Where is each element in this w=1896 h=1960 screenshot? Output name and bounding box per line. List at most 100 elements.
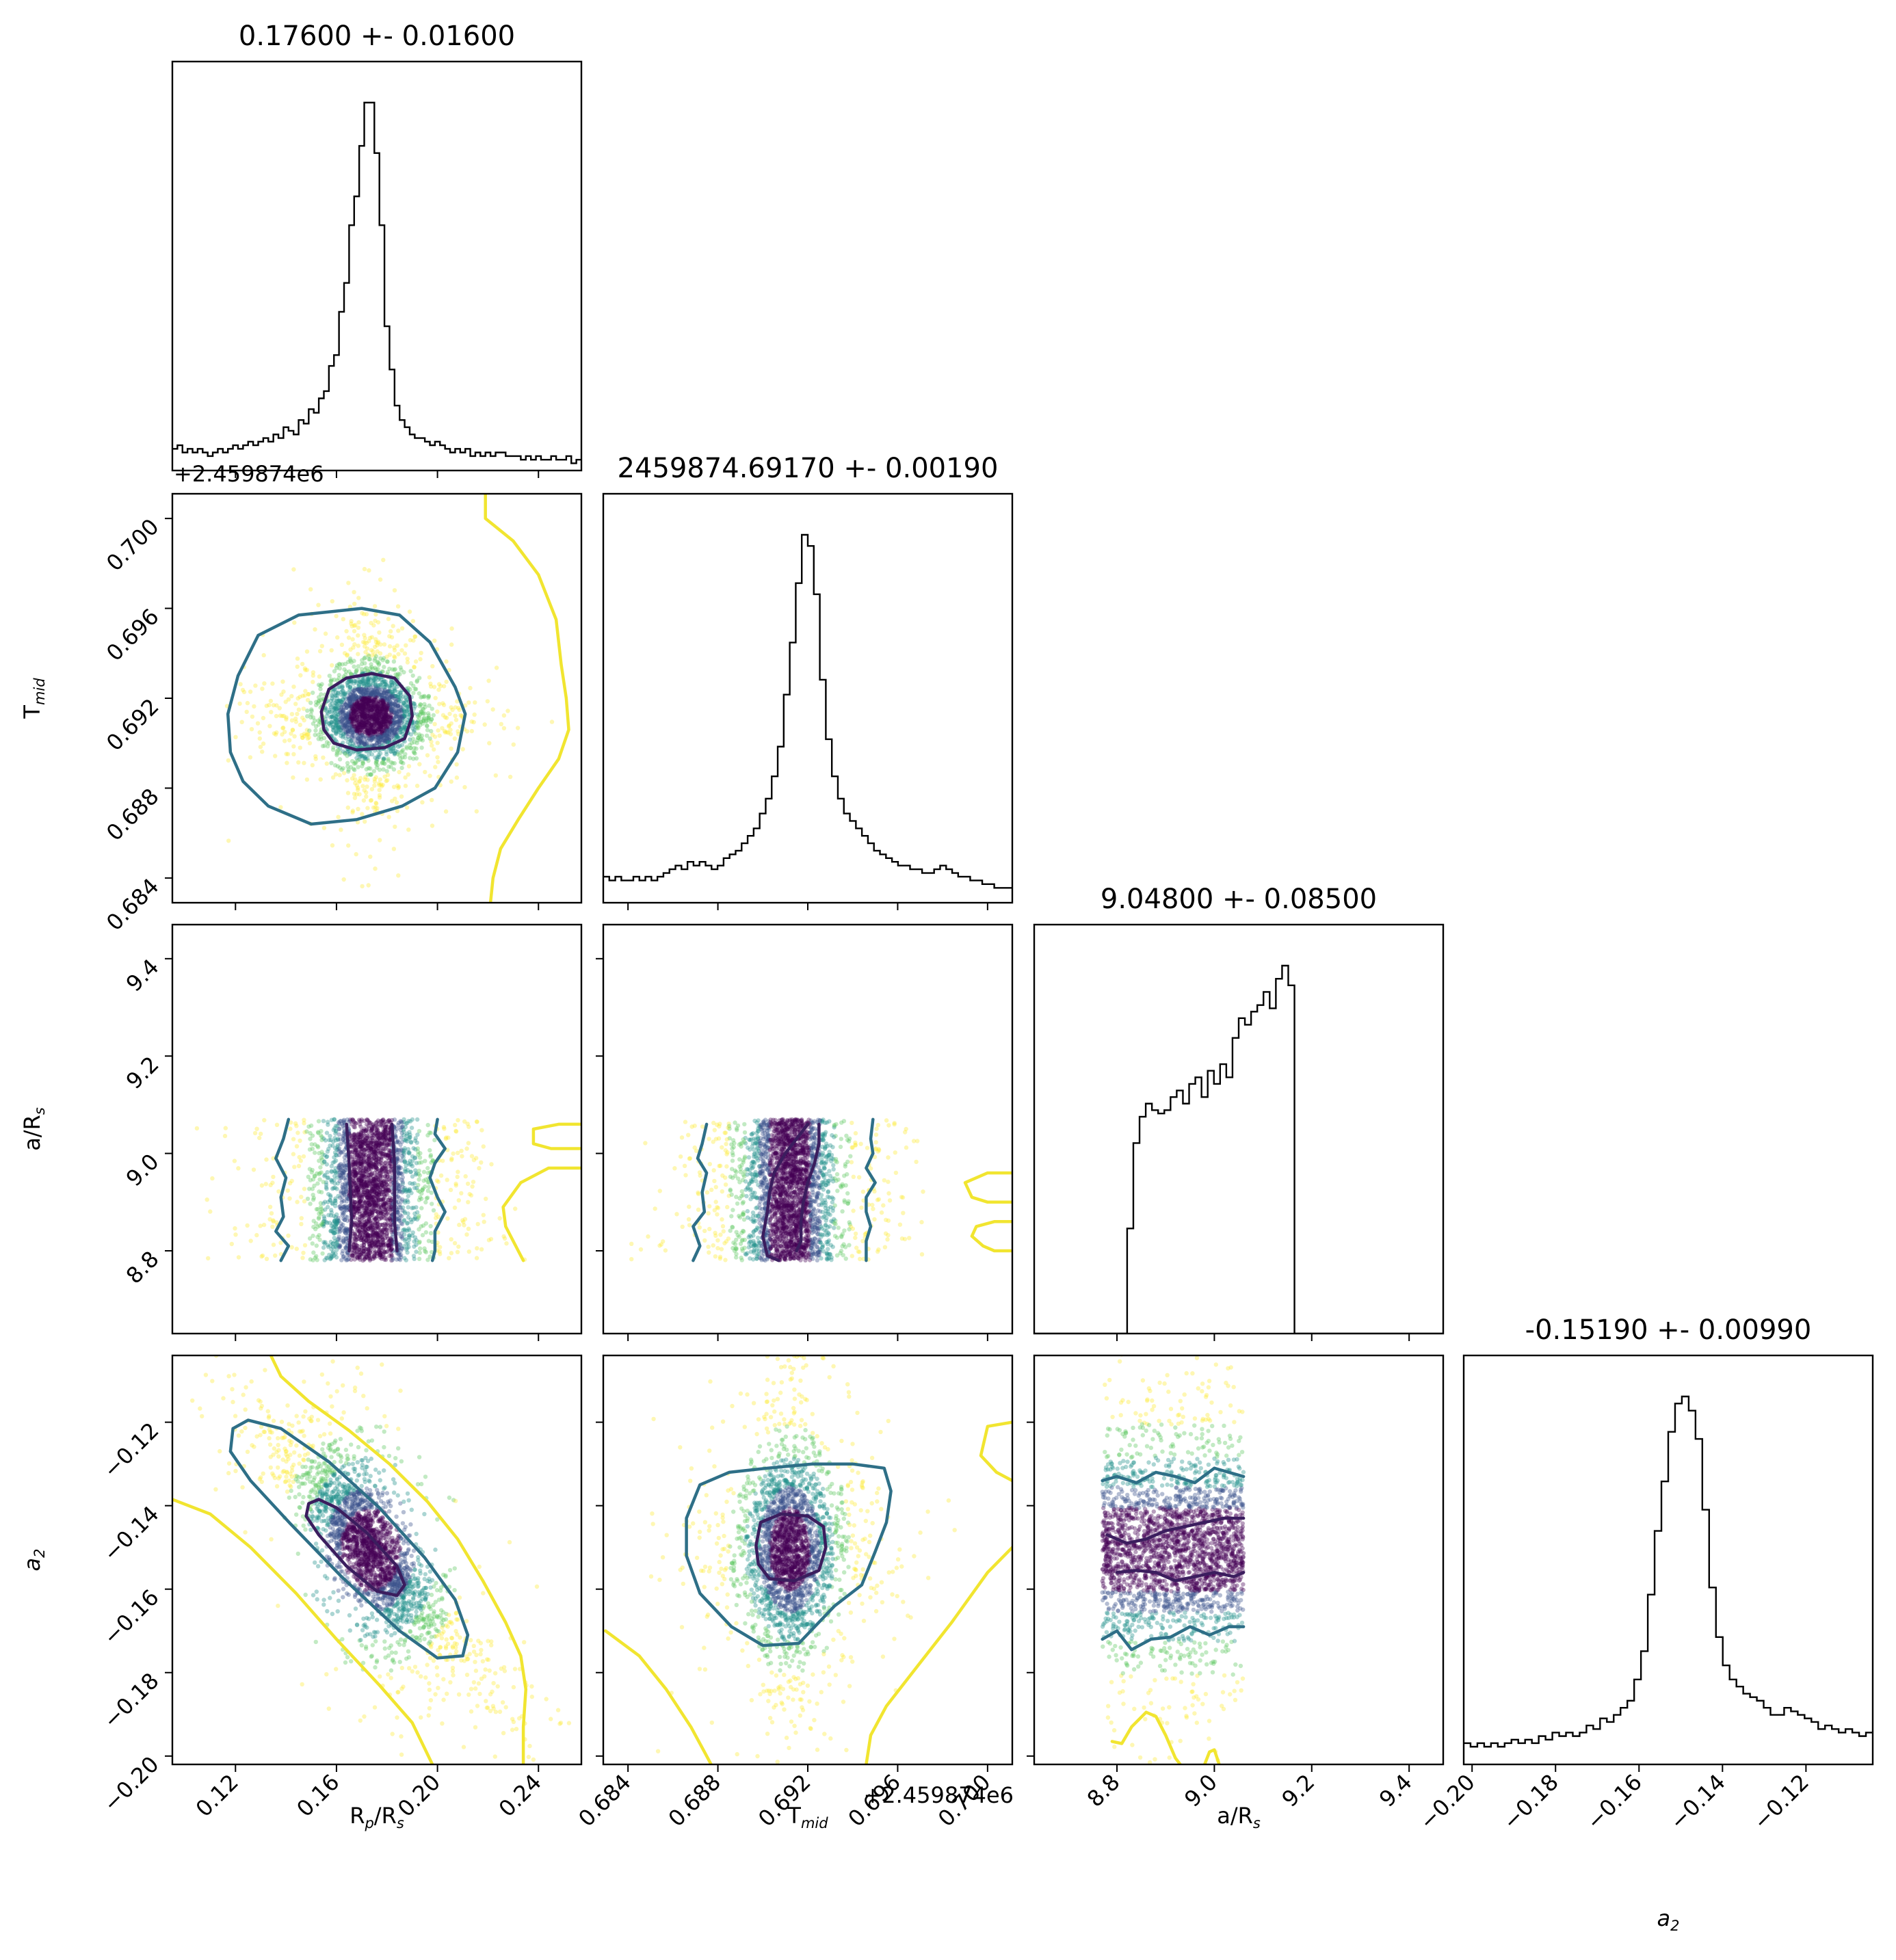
sample-point xyxy=(338,724,343,730)
sample-point xyxy=(384,1234,389,1239)
sample-point xyxy=(317,1171,321,1177)
sample-point xyxy=(387,652,393,657)
sample-point xyxy=(363,696,367,701)
sample-point xyxy=(369,1193,374,1199)
sample-point xyxy=(417,704,422,708)
sample-point xyxy=(399,750,404,755)
sample-point xyxy=(358,743,363,749)
sample-point xyxy=(396,1187,401,1191)
sample-point xyxy=(358,721,363,726)
sample-point xyxy=(389,745,394,751)
sample-point xyxy=(367,731,371,737)
sample-point xyxy=(393,699,399,704)
sample-point xyxy=(376,639,381,644)
sample-point xyxy=(382,719,386,724)
sample-point xyxy=(371,705,376,710)
sample-point xyxy=(371,718,376,723)
sample-point xyxy=(339,723,344,728)
sample-point xyxy=(373,1124,378,1129)
sample-point xyxy=(364,736,369,741)
sample-point xyxy=(391,710,397,715)
sample-point xyxy=(412,1235,418,1240)
sample-point xyxy=(356,1144,360,1149)
sample-point xyxy=(369,716,374,721)
sample-point xyxy=(379,784,384,789)
sample-point xyxy=(270,1180,275,1185)
sample-point xyxy=(397,695,403,700)
sample-point xyxy=(348,678,354,684)
sample-point xyxy=(349,728,354,732)
sample-point xyxy=(366,701,371,706)
sample-point xyxy=(372,708,377,713)
sample-point xyxy=(362,742,367,747)
sample-point xyxy=(339,719,344,724)
sample-point xyxy=(352,1161,357,1166)
sample-point xyxy=(497,1216,502,1221)
sample-point xyxy=(366,1215,371,1220)
sample-point xyxy=(337,765,343,770)
sample-point xyxy=(257,1135,262,1141)
sample-point xyxy=(408,745,413,751)
sample-point xyxy=(373,704,378,709)
sample-point xyxy=(335,1230,340,1235)
sample-point xyxy=(339,704,344,709)
sample-point xyxy=(364,1193,369,1197)
sample-point xyxy=(335,690,341,695)
sample-point xyxy=(291,752,296,757)
sample-point xyxy=(356,683,361,688)
sample-point xyxy=(363,708,368,713)
sample-point xyxy=(375,703,380,708)
sample-point xyxy=(378,710,383,715)
sample-point xyxy=(387,704,393,709)
sample-point xyxy=(300,1256,305,1260)
sample-point xyxy=(369,743,374,747)
sample-point xyxy=(360,707,365,713)
sample-point xyxy=(347,687,352,692)
sample-point xyxy=(431,713,436,718)
sample-point xyxy=(389,715,393,719)
sample-point xyxy=(341,1187,346,1191)
sample-point xyxy=(364,743,369,747)
sample-point xyxy=(396,786,401,791)
sample-point xyxy=(389,760,393,765)
sample-point xyxy=(412,702,417,706)
sample-point xyxy=(378,1255,383,1260)
sample-point xyxy=(381,1148,386,1154)
sample-point xyxy=(392,680,397,685)
sample-point xyxy=(463,703,468,708)
sample-point xyxy=(330,725,335,730)
sample-point xyxy=(369,687,375,693)
sample-point xyxy=(352,708,357,713)
sample-point xyxy=(406,1205,410,1210)
sample-point xyxy=(355,709,360,715)
sample-point xyxy=(421,1178,426,1183)
sample-point xyxy=(355,705,360,710)
sample-point xyxy=(365,733,370,738)
sample-point xyxy=(365,669,370,674)
sample-point xyxy=(332,710,337,715)
sample-point xyxy=(393,727,398,732)
sample-point xyxy=(368,733,373,738)
sample-point xyxy=(381,704,386,709)
sample-point xyxy=(357,757,362,762)
sample-point xyxy=(436,760,440,765)
sample-point xyxy=(341,726,346,731)
sample-point xyxy=(383,1161,388,1166)
sample-point xyxy=(371,691,376,696)
sample-point xyxy=(371,685,376,689)
sample-point xyxy=(355,728,360,733)
sample-point xyxy=(402,1160,408,1165)
sample-point xyxy=(436,1179,441,1184)
sample-point xyxy=(365,728,369,733)
sample-point xyxy=(376,1130,381,1135)
sample-point xyxy=(352,1135,356,1140)
sample-point xyxy=(381,712,386,717)
sample-point xyxy=(372,702,377,706)
sample-point xyxy=(394,693,399,699)
sample-point xyxy=(379,734,384,739)
sample-point xyxy=(376,706,380,712)
sample-point xyxy=(353,711,358,716)
sample-point xyxy=(300,732,304,738)
sample-point xyxy=(378,1148,383,1153)
sample-point xyxy=(380,709,384,714)
